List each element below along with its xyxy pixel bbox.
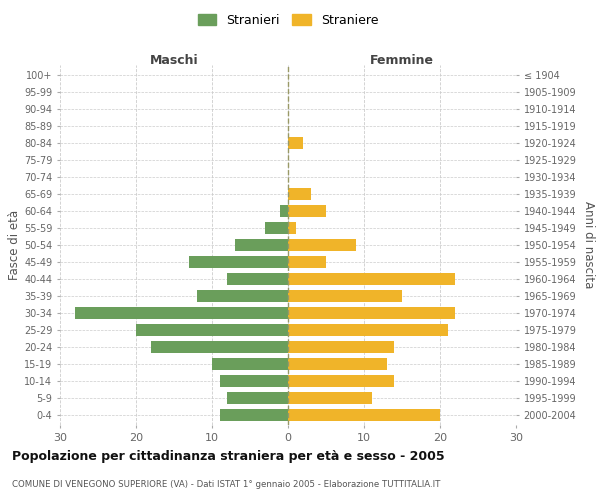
Bar	[197, 290, 288, 302]
Bar	[288, 222, 296, 234]
Bar	[220, 408, 288, 421]
Y-axis label: Fasce di età: Fasce di età	[8, 210, 21, 280]
Bar	[189, 256, 288, 268]
Bar	[280, 205, 288, 217]
Bar	[235, 239, 288, 251]
Bar	[265, 222, 288, 234]
Bar	[288, 408, 440, 421]
Bar	[288, 392, 371, 404]
Text: Maschi: Maschi	[149, 54, 199, 66]
Text: COMUNE DI VENEGONO SUPERIORE (VA) - Dati ISTAT 1° gennaio 2005 - Elaborazione TU: COMUNE DI VENEGONO SUPERIORE (VA) - Dati…	[12, 480, 440, 489]
Bar	[288, 341, 394, 353]
Bar	[75, 307, 288, 319]
Bar	[288, 324, 448, 336]
Bar	[288, 273, 455, 285]
Bar	[288, 374, 394, 387]
Bar	[288, 290, 402, 302]
Y-axis label: Anni di nascita: Anni di nascita	[582, 202, 595, 288]
Text: Femmine: Femmine	[370, 54, 434, 66]
Text: Popolazione per cittadinanza straniera per età e sesso - 2005: Popolazione per cittadinanza straniera p…	[12, 450, 445, 463]
Bar	[136, 324, 288, 336]
Bar	[227, 392, 288, 404]
Bar	[288, 137, 303, 149]
Bar	[151, 341, 288, 353]
Bar	[288, 239, 356, 251]
Bar	[220, 374, 288, 387]
Bar	[288, 256, 326, 268]
Bar	[288, 358, 387, 370]
Bar	[212, 358, 288, 370]
Bar	[288, 307, 455, 319]
Bar	[227, 273, 288, 285]
Legend: Stranieri, Straniere: Stranieri, Straniere	[193, 8, 383, 32]
Bar	[288, 188, 311, 200]
Bar	[288, 205, 326, 217]
